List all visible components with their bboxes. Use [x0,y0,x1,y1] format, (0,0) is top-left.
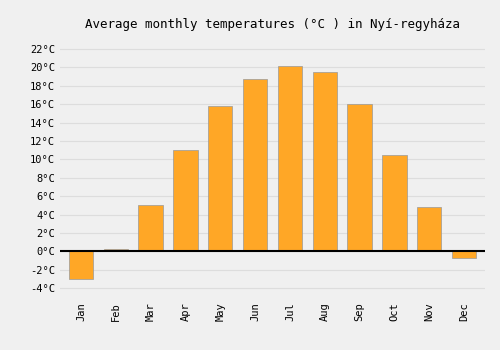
Title: Average monthly temperatures (°C ) in Nyí-regyháza: Average monthly temperatures (°C ) in Ny… [85,18,460,31]
Bar [104,249,128,251]
Bar [417,207,442,251]
Bar [173,150,198,251]
Bar [208,106,233,251]
Bar [312,72,337,251]
Bar [138,205,163,251]
Bar [278,66,302,251]
Bar [348,104,372,251]
Bar [68,251,93,279]
Bar [243,79,268,251]
Bar [382,155,406,251]
Bar [452,251,476,258]
